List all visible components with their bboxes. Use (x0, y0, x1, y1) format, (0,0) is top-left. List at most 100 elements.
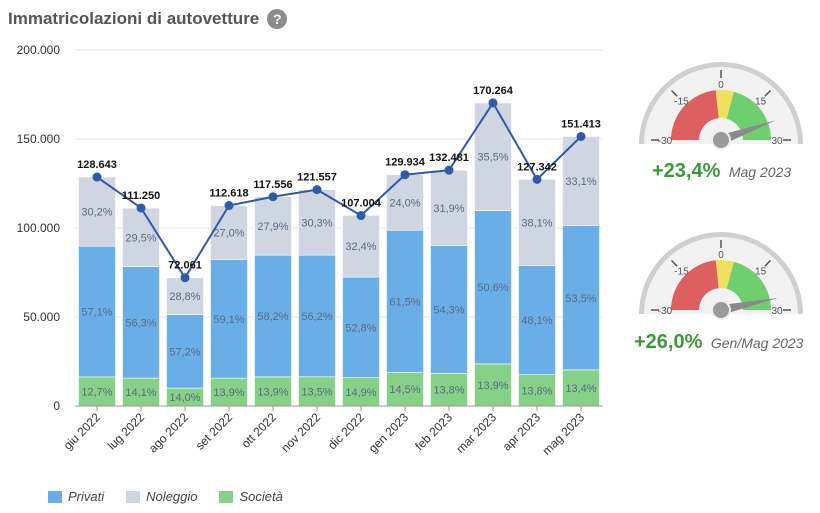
segment-label-privati: 56,2% (301, 311, 332, 323)
gauge-monthly: -30 -15 0 15 30 (639, 62, 803, 150)
kpi-monthly-period: Mag 2023 (728, 164, 792, 180)
bar-privati (562, 225, 600, 371)
bar-noleggio (122, 207, 160, 267)
segment-label-societa: 13,4% (565, 383, 596, 395)
kpi-monthly-value: +23,4% (652, 160, 721, 182)
chart-title: Immatricolazioni di autovetture (8, 9, 260, 28)
total-point (180, 273, 190, 283)
gauge-zone-green (726, 261, 771, 310)
total-label: 170.264 (473, 85, 514, 97)
segment-label-privati: 53,5% (565, 293, 596, 305)
total-label: 127.342 (517, 161, 557, 173)
kpi-monthly: +23,4% Mag 2023 (652, 160, 791, 183)
segment-label-noleggio: 28,8% (169, 291, 200, 303)
gauge-zone-red (671, 90, 719, 140)
x-tick-label: mag 2023 (539, 410, 587, 458)
x-tick-label: ago 2022 (146, 410, 192, 456)
total-line-path (96, 101, 582, 280)
segment-label-societa: 13,8% (433, 385, 464, 397)
y-tick-label: 0 (53, 399, 60, 413)
legend-item-privati[interactable]: Privati (48, 489, 104, 504)
total-point (532, 174, 542, 184)
total-point (488, 98, 498, 108)
bar-privati (342, 276, 380, 378)
total-label: 117.556 (253, 179, 292, 191)
x-tick-label: mar 2023 (453, 410, 499, 456)
gauge-tick-label: -15 (674, 96, 689, 107)
segment-label-societa: 13,5% (301, 386, 332, 398)
bar-societa (254, 376, 292, 407)
legend-item-noleggio[interactable]: Noleggio (126, 489, 197, 504)
legend-label-societa: Società (239, 489, 283, 504)
segment-label-noleggio: 31,9% (433, 203, 464, 215)
segment-label-societa: 14,0% (169, 392, 200, 404)
gauge-tick-label: 30 (771, 136, 783, 147)
y-tick-label: 50.000 (23, 310, 60, 324)
segment-label-societa: 13,8% (521, 385, 552, 397)
gauge-hub (711, 300, 731, 320)
bar-societa (386, 372, 424, 407)
segment-label-societa: 13,9% (213, 387, 244, 399)
gauge-tick-label: 15 (755, 266, 767, 277)
gauge-tick (764, 89, 772, 97)
segment-label-privati: 54,3% (433, 304, 464, 316)
bar-privati (210, 259, 248, 379)
bar-noleggio (298, 189, 336, 256)
segment-label-noleggio: 29,5% (125, 232, 156, 244)
segment-label-noleggio: 30,3% (301, 217, 332, 229)
gauge-zone-yellow (715, 90, 734, 119)
gauge-needle (719, 120, 776, 145)
legend-swatch-societa (219, 490, 234, 503)
bar-noleggio (562, 136, 600, 226)
x-tick-label: feb 2023 (412, 410, 455, 453)
bar-privati (386, 229, 424, 373)
bar-societa (518, 374, 556, 407)
kpi-ytd-period: Gen/Mag 2023 (710, 335, 804, 351)
bar-noleggio (78, 176, 116, 247)
segment-label-noleggio: 30,2% (81, 207, 112, 219)
segment-label-noleggio: 24,0% (389, 197, 420, 209)
bar-noleggio (210, 205, 248, 260)
total-label: 112.618 (209, 188, 248, 200)
gauge-tick (670, 89, 678, 97)
total-point (92, 172, 102, 182)
segment-label-societa: 14,1% (125, 387, 156, 399)
segment-label-societa: 12,7% (81, 386, 112, 398)
x-tick-label: gen 2023 (366, 410, 412, 456)
help-icon[interactable]: ? (267, 9, 288, 29)
gauge-tick-label: 0 (718, 80, 724, 91)
total-label: 151.413 (561, 118, 601, 130)
total-label: 128.643 (77, 159, 117, 171)
y-tick-label: 150.000 (17, 132, 61, 146)
legend-swatch-privati (48, 490, 62, 503)
bar-noleggio (386, 174, 424, 231)
total-line: 128.643 111.250 72.061 112.618 117.556 121.55… (77, 85, 601, 283)
bar-societa (122, 377, 160, 407)
segment-label-noleggio: 35,5% (477, 152, 508, 164)
title-row: Immatricolazioni di autovetture ? (8, 6, 288, 32)
bar-privati (166, 314, 204, 389)
bar-noleggio (166, 277, 204, 315)
x-tick-label: set 2022 (193, 410, 236, 453)
gauge-tick-label: 30 (771, 306, 783, 317)
legend-label-privati: Privati (68, 489, 105, 504)
gauge-tick-label: -30 (658, 136, 673, 147)
bar-privati (122, 266, 160, 379)
kpi-ytd: +26,0% Gen/Mag 2023 (634, 331, 803, 354)
gauge-zone-green (726, 91, 771, 140)
segment-label-privati: 57,2% (169, 346, 200, 358)
x-tick-label: nov 2022 (278, 410, 323, 455)
bar-privati (474, 210, 512, 365)
y-tick-label: 200.000 (17, 43, 61, 57)
total-point (136, 203, 146, 213)
x-tick-label: giu 2022 (61, 410, 104, 453)
bars: 12,7% 57,1% 30,2% 14,1% 56,3% 29,5% 14,0% 57,2%… (78, 102, 600, 407)
segment-label-societa: 14,9% (345, 387, 376, 399)
total-label: 132.481 (429, 152, 469, 164)
gauge-hub (711, 130, 731, 150)
legend-item-societa[interactable]: Società (219, 489, 283, 504)
y-tick-label: 100.000 (17, 221, 61, 235)
segment-label-privati: 56,3% (125, 317, 156, 329)
total-label: 107.004 (341, 198, 382, 210)
x-tick-label: ott 2022 (239, 410, 280, 451)
